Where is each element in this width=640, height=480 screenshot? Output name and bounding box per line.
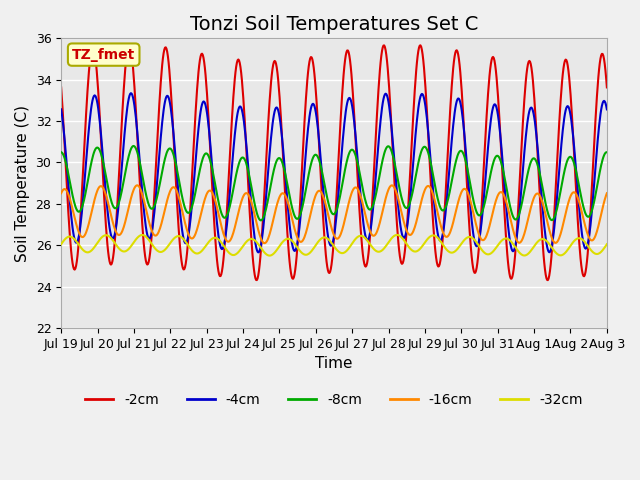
-16cm: [261, 240, 269, 246]
-2cm: [122, 67, 129, 72]
Y-axis label: Soil Temperature (C): Soil Temperature (C): [15, 105, 30, 262]
-16cm: [58, 191, 65, 196]
-32cm: [270, 251, 278, 256]
-32cm: [221, 246, 229, 252]
-16cm: [122, 219, 129, 225]
-2cm: [270, 59, 278, 65]
-4cm: [250, 223, 257, 229]
-2cm: [391, 187, 399, 192]
-16cm: [222, 237, 230, 243]
Line: -2cm: -2cm: [61, 45, 607, 280]
-32cm: [391, 233, 399, 239]
-16cm: [134, 182, 141, 188]
-4cm: [392, 173, 399, 179]
X-axis label: Time: Time: [316, 356, 353, 372]
-8cm: [58, 149, 65, 155]
-4cm: [122, 124, 129, 130]
-32cm: [422, 238, 430, 244]
-4cm: [58, 107, 65, 112]
-2cm: [544, 277, 552, 283]
-8cm: [271, 164, 278, 170]
Line: -4cm: -4cm: [61, 93, 607, 252]
-8cm: [257, 217, 265, 223]
-2cm: [250, 260, 257, 266]
-2cm: [58, 84, 65, 90]
-2cm: [125, 42, 133, 48]
-2cm: [422, 84, 429, 90]
-32cm: [58, 241, 65, 247]
-32cm: [266, 252, 273, 258]
-32cm: [249, 236, 257, 242]
-2cm: [222, 219, 230, 225]
Line: -32cm: -32cm: [61, 235, 607, 255]
-8cm: [392, 165, 399, 170]
-32cm: [393, 232, 401, 238]
-16cm: [422, 185, 430, 191]
Title: Tonzi Soil Temperatures Set C: Tonzi Soil Temperatures Set C: [190, 15, 478, 34]
-4cm: [271, 108, 278, 114]
-8cm: [422, 145, 430, 151]
-4cm: [603, 107, 611, 112]
-4cm: [222, 228, 230, 234]
-2cm: [603, 84, 611, 90]
-16cm: [392, 187, 399, 193]
-4cm: [254, 250, 262, 255]
-8cm: [122, 170, 129, 176]
-4cm: [127, 90, 134, 96]
-32cm: [603, 241, 611, 247]
Line: -8cm: -8cm: [61, 146, 607, 220]
-8cm: [250, 194, 257, 200]
-16cm: [271, 211, 278, 217]
-4cm: [422, 109, 430, 115]
-8cm: [222, 214, 230, 219]
-32cm: [122, 249, 129, 254]
Legend: -2cm, -4cm, -8cm, -16cm, -32cm: -2cm, -4cm, -8cm, -16cm, -32cm: [80, 387, 588, 412]
-8cm: [603, 149, 611, 155]
-8cm: [130, 143, 138, 149]
Text: TZ_fmet: TZ_fmet: [72, 48, 135, 61]
Line: -16cm: -16cm: [61, 185, 607, 243]
-16cm: [250, 206, 257, 212]
-16cm: [603, 191, 611, 196]
